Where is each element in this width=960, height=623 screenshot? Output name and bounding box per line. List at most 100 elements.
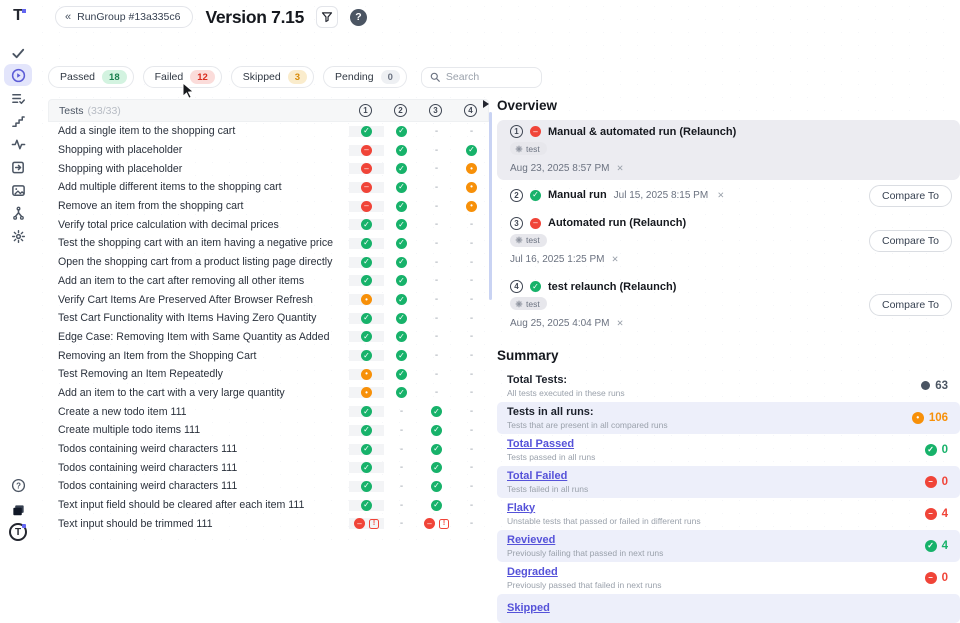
- sidebar-item-import-run[interactable]: [4, 156, 32, 178]
- no-result-dash: -: [470, 313, 473, 324]
- remove-run-icon[interactable]: ✕: [612, 254, 619, 265]
- test-row[interactable]: Todos containing weird characters 111✓-✓…: [48, 458, 489, 477]
- no-result-dash: -: [435, 275, 438, 286]
- comment-icon[interactable]: !: [439, 519, 449, 529]
- comment-icon[interactable]: !: [369, 519, 379, 529]
- scrollbar-thumb[interactable]: [489, 112, 492, 300]
- collapse-caret-icon[interactable]: [483, 100, 489, 108]
- overview-run-item[interactable]: 2✓Manual runJul 15, 2025 8:15 PM✕Compare…: [497, 184, 960, 208]
- test-row[interactable]: Removing an Item from the Shopping Cart✓…: [48, 346, 489, 365]
- sidebar-item-runs[interactable]: [4, 64, 32, 86]
- run-3-result-cell: -: [419, 387, 454, 398]
- filter-button[interactable]: [316, 6, 338, 28]
- compare-to-button[interactable]: Compare To: [869, 230, 952, 252]
- test-row[interactable]: Open the shopping cart from a product li…: [48, 253, 489, 272]
- filter-chip-passed[interactable]: Passed18: [48, 66, 134, 88]
- sidebar-item-checks[interactable]: [4, 42, 32, 64]
- test-row[interactable]: Add multiple different items to the shop…: [48, 178, 489, 197]
- no-result-dash: -: [400, 425, 403, 436]
- remove-run-icon[interactable]: ✕: [617, 163, 624, 174]
- circled-number-icon: 1: [359, 104, 372, 117]
- run-3-result-cell: ✓: [419, 444, 454, 455]
- test-row[interactable]: Todos containing weird characters 111✓-✓…: [48, 440, 489, 459]
- compare-to-button[interactable]: Compare To: [869, 185, 952, 207]
- summary-row: DegradedPreviously passed that failed in…: [497, 562, 960, 594]
- sidebar-item-screenshots[interactable]: [4, 179, 32, 201]
- run-3-result-cell: -: [419, 182, 454, 193]
- run-2-result-cell: ✓: [384, 182, 419, 193]
- compare-to-button[interactable]: Compare To: [869, 294, 952, 316]
- filter-chip-failed[interactable]: Failed12: [143, 66, 222, 88]
- overview-run-item[interactable]: 4✓test relaunch (Relaunch)testAug 25, 20…: [497, 275, 960, 335]
- run-2-result-cell: ✓: [384, 238, 419, 249]
- test-row[interactable]: Test Removing an Item Repeatedly•✓--: [48, 365, 489, 384]
- run-4-result-cell: -: [454, 275, 489, 286]
- remove-run-icon[interactable]: ✕: [717, 190, 724, 201]
- test-name: Shopping with placeholder: [58, 163, 182, 175]
- run-column-header-1[interactable]: 1: [348, 104, 383, 117]
- remove-run-icon[interactable]: ✕: [617, 318, 624, 329]
- sidebar-item-steps[interactable]: [4, 110, 32, 132]
- rungroup-back-button[interactable]: « RunGroup #13a335c6: [55, 6, 193, 28]
- summary-value: –4: [925, 508, 948, 520]
- sidebar-item-test-list[interactable]: [4, 87, 32, 109]
- gear-icon: [515, 236, 523, 244]
- run-2-result-cell: ✓: [384, 350, 419, 361]
- sidebar-item-docs[interactable]: [4, 499, 32, 521]
- run-1-result-cell: ✓: [349, 126, 384, 137]
- overview-run-item[interactable]: 3–Automated run (Relaunch)testJul 16, 20…: [497, 212, 960, 272]
- summary-title[interactable]: Flaky: [507, 502, 701, 514]
- summary-title[interactable]: Degraded: [507, 566, 662, 578]
- sidebar-item-branches[interactable]: [4, 202, 32, 224]
- test-row[interactable]: Edge Case: Removing Item with Same Quant…: [48, 328, 489, 347]
- test-row[interactable]: Create a new todo item 111✓-✓-: [48, 402, 489, 421]
- summary-title[interactable]: Total Passed: [507, 438, 595, 450]
- search-box[interactable]: [421, 67, 542, 88]
- run-1-result-cell: ✓: [349, 481, 384, 492]
- passed-icon: ✓: [361, 444, 372, 455]
- test-row[interactable]: Verify total price calculation with deci…: [48, 215, 489, 234]
- sidebar-item-activity[interactable]: [4, 133, 32, 155]
- test-row[interactable]: Shopping with placeholder–✓-✓: [48, 141, 489, 160]
- summary-title[interactable]: Skipped: [507, 602, 550, 614]
- summary-title[interactable]: Total Failed: [507, 470, 588, 482]
- overview-run-item[interactable]: 1–Manual & automated run (Relaunch)testA…: [497, 120, 960, 180]
- filter-count-badge: 3: [288, 70, 307, 84]
- help-button[interactable]: ?: [350, 9, 367, 26]
- test-row[interactable]: Add an item to the cart after removing a…: [48, 272, 489, 291]
- test-row[interactable]: Remove an item from the shopping cart–✓-…: [48, 197, 489, 216]
- no-result-dash: -: [470, 387, 473, 398]
- test-row[interactable]: Add a single item to the shopping cart✓✓…: [48, 122, 489, 141]
- filter-chip-pending[interactable]: Pending0: [323, 66, 407, 88]
- sidebar-item-settings[interactable]: [4, 225, 32, 247]
- test-row[interactable]: Shopping with placeholder–✓-•: [48, 159, 489, 178]
- search-input[interactable]: [446, 71, 526, 83]
- comparison-panel: Overview 1–Manual & automated run (Relau…: [497, 90, 960, 623]
- run-4-result-cell: -: [454, 462, 489, 473]
- sidebar-item-help[interactable]: ?: [4, 474, 32, 496]
- test-row[interactable]: Test Cart Functionality with Items Havin…: [48, 309, 489, 328]
- no-result-dash: -: [470, 518, 473, 529]
- run-3-result-cell: ✓: [419, 500, 454, 511]
- test-row[interactable]: Create multiple todo items 111✓-✓-: [48, 421, 489, 440]
- no-result-dash: -: [470, 481, 473, 492]
- filter-label: Pending: [335, 71, 374, 83]
- test-row[interactable]: Text input should be trimmed 111–!-–!-: [48, 514, 489, 533]
- test-row[interactable]: Test the shopping cart with an item havi…: [48, 234, 489, 253]
- passed-icon: ✓: [431, 425, 442, 436]
- test-row[interactable]: Text input field should be cleared after…: [48, 496, 489, 515]
- user-avatar[interactable]: T: [9, 523, 27, 541]
- run-column-header-2[interactable]: 2: [383, 104, 418, 117]
- test-row[interactable]: Todos containing weird characters 111✓-✓…: [48, 477, 489, 496]
- run-column-header-3[interactable]: 3: [418, 104, 453, 117]
- gear-icon: [515, 145, 523, 153]
- passed-icon: ✓: [396, 369, 407, 380]
- test-row[interactable]: Verify Cart Items Are Preserved After Br…: [48, 290, 489, 309]
- filter-chip-skipped[interactable]: Skipped3: [231, 66, 314, 88]
- run-4-result-cell: -: [454, 387, 489, 398]
- app-logo[interactable]: T: [9, 7, 27, 25]
- test-row[interactable]: Add an item to the cart with a very larg…: [48, 384, 489, 403]
- run-2-result-cell: ✓: [384, 126, 419, 137]
- passed-icon: ✓: [361, 275, 372, 286]
- run-3-result-cell: -: [419, 145, 454, 156]
